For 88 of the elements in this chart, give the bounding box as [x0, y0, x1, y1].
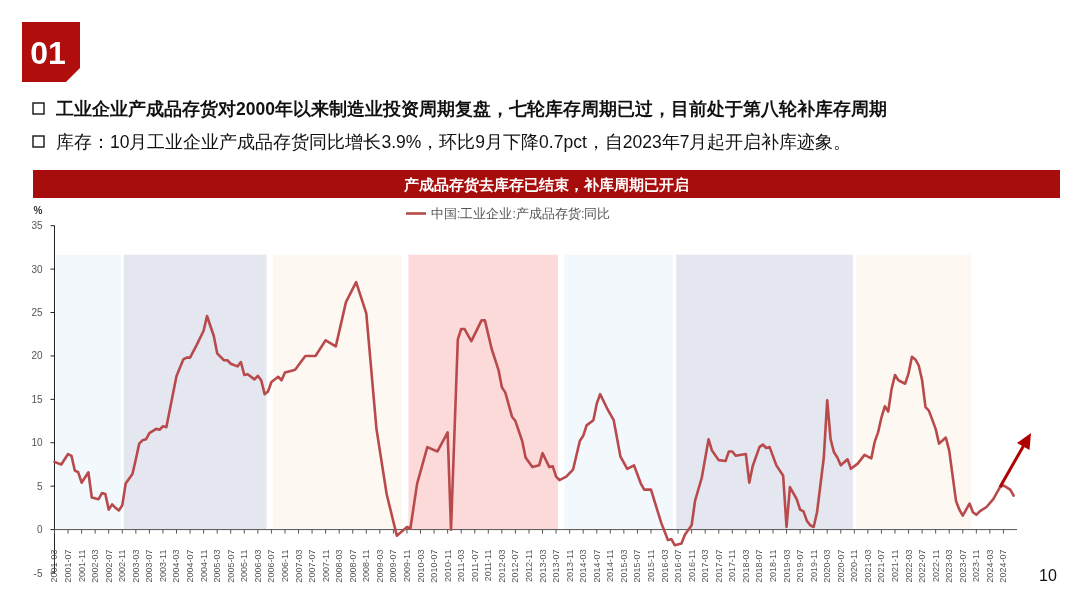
x-tick-label: 2017-11: [727, 549, 738, 582]
legend-label: 中国:工业企业:产成品存货:同比: [431, 207, 611, 221]
y-tick-label: 10: [31, 437, 43, 449]
x-tick-label: 2004-07: [185, 549, 196, 583]
x-tick-label: 2016-03: [659, 549, 670, 583]
x-tick-label: 2012-11: [523, 549, 534, 582]
x-tick-label: 2003-07: [144, 549, 155, 583]
x-tick-label: 2001-07: [63, 549, 74, 583]
x-tick-label: 2018-07: [754, 549, 765, 583]
x-tick-label: 2010-11: [442, 549, 453, 582]
x-tick-label: 2019-11: [808, 549, 819, 582]
x-tick-label: 2001-03: [49, 549, 60, 583]
x-tick-label: 2022-03: [903, 549, 914, 583]
text: 库存：10月工业企业产成品存货同比增长3.9%，环比9月下降0.7pct，自2023年7月起开启补库迹象。: [56, 132, 852, 152]
x-tick-label: 2024-07: [998, 549, 1009, 583]
x-tick-label: 2002-11: [117, 549, 128, 582]
y-tick-label: -5: [33, 567, 43, 579]
chart-title: 产成品存货去库存已结束，补库周期已开启: [402, 176, 689, 193]
x-tick-label: 2018-03: [740, 549, 751, 583]
x-tick-label: 2006-03: [252, 549, 263, 583]
x-tick-label: 2003-11: [157, 549, 168, 582]
x-tick-label: 2016-11: [686, 549, 697, 582]
x-tick-label: 2010-07: [429, 549, 440, 583]
text: 工业企业产成品存货对2000年以来制造业投资周期复盘，七轮库存周期已过，目前处于第八轮补库存周期: [55, 99, 887, 119]
x-tick-label: 2014-11: [605, 549, 616, 582]
x-tick-label: 2015-07: [632, 549, 643, 583]
x-tick-label: 2024-03: [984, 549, 995, 583]
y-tick-label: 25: [31, 307, 43, 319]
x-tick-label: 2012-07: [510, 549, 521, 583]
line-series: [53, 280, 1015, 547]
x-tick-label: 2002-03: [90, 549, 101, 583]
y-tick-label: 35: [31, 220, 43, 232]
x-tick-label: 2004-03: [171, 549, 182, 583]
x-tick-label: 2017-07: [713, 549, 724, 583]
x-tick-label: 2018-11: [767, 549, 778, 582]
y-tick-label: 30: [31, 263, 43, 275]
x-tick-label: 2023-03: [944, 549, 955, 583]
x-tick-label: 2021-07: [876, 549, 887, 583]
x-tick-label: 2003-03: [130, 549, 141, 583]
x-tick-label: 2005-03: [212, 549, 223, 583]
x-tick-label: 2016-07: [673, 549, 684, 583]
x-tick-label: 2020-11: [849, 549, 860, 582]
y-tick-label: 5: [36, 480, 43, 492]
x-tick-label: 2005-11: [239, 549, 250, 582]
y-tick-label: 20: [31, 350, 43, 362]
x-tick-label: 2011-07: [469, 549, 480, 582]
text: 10: [1039, 567, 1057, 584]
x-tick-label: 2021-11: [889, 549, 900, 582]
y-axis-title: %: [33, 205, 43, 216]
x-tick-label: 2005-07: [225, 549, 236, 583]
x-tick-label: 2015-11: [645, 549, 656, 582]
x-tick-label: 2014-03: [578, 549, 589, 583]
x-tick-label: 2023-11: [971, 549, 982, 582]
x-tick-label: 2011-11: [483, 549, 494, 582]
x-tick-label: 2015-03: [618, 549, 629, 583]
x-tick-label: 2019-07: [795, 549, 806, 583]
y-tick-label: 0: [36, 524, 43, 536]
x-tick-label: 2011-03: [456, 549, 467, 582]
x-tick-label: 2008-03: [334, 549, 345, 583]
x-tick-label: 2014-07: [591, 549, 602, 583]
x-tick-label: 2007-11: [320, 549, 331, 582]
x-tick-label: 2022-07: [917, 549, 928, 583]
x-tick-label: 2022-11: [930, 549, 941, 582]
x-tick-label: 2009-03: [374, 549, 385, 583]
x-tick-label: 2020-07: [835, 549, 846, 583]
x-tick-label: 2020-03: [822, 549, 833, 583]
x-tick-label: 2021-03: [862, 549, 873, 583]
x-tick-label: 2001-11: [76, 549, 87, 582]
text: 01: [30, 35, 66, 71]
x-tick-label: 2017-03: [700, 549, 711, 583]
x-tick-label: 2007-07: [307, 549, 318, 583]
x-tick-label: 2008-11: [361, 549, 372, 582]
x-tick-label: 2007-03: [293, 549, 304, 583]
x-tick-label: 2013-07: [551, 549, 562, 583]
x-tick-label: 2019-03: [781, 549, 792, 583]
x-tick-label: 2009-11: [401, 549, 412, 582]
x-tick-label: 2006-11: [279, 549, 290, 582]
x-tick-label: 2023-07: [957, 549, 968, 583]
x-tick-label: 2008-07: [347, 549, 358, 583]
x-tick-label: 2006-07: [266, 549, 277, 583]
x-tick-label: 2012-03: [496, 549, 507, 583]
x-tick-label: 2002-07: [103, 549, 114, 583]
x-tick-label: 2009-07: [388, 549, 399, 583]
x-tick-label: 2013-03: [537, 549, 548, 583]
x-tick-label: 2004-11: [198, 549, 209, 582]
x-tick-label: 2010-03: [415, 549, 426, 583]
y-tick-label: 15: [31, 393, 43, 405]
x-tick-label: 2013-11: [564, 549, 575, 582]
